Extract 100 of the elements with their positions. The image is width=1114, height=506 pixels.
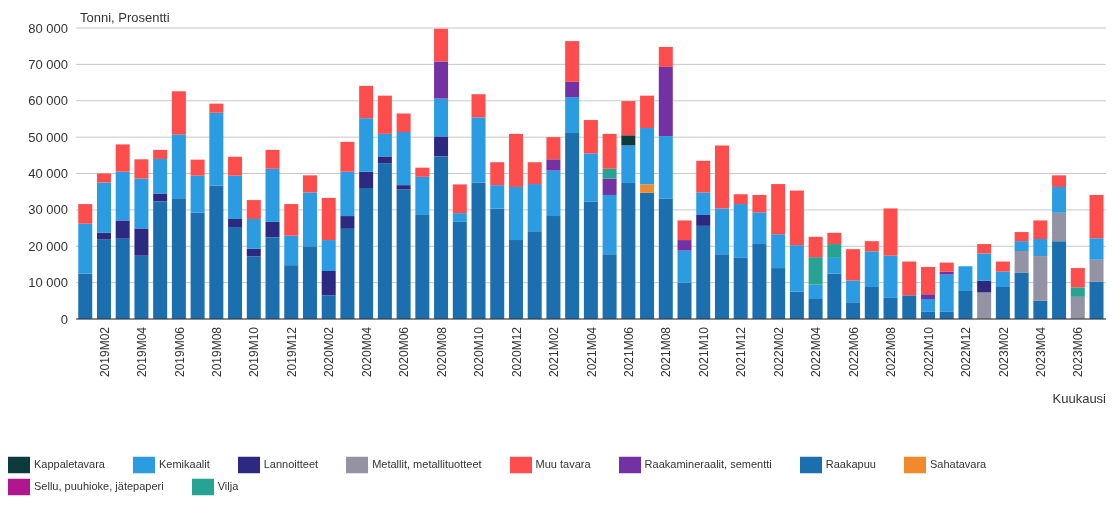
bar — [1033, 300, 1048, 319]
y-tick-label: 0 — [60, 311, 68, 327]
bar — [827, 244, 842, 258]
x-tick-label: 2019M08 — [209, 326, 224, 378]
bar — [1070, 268, 1085, 288]
bar — [340, 228, 355, 319]
bar — [396, 189, 411, 319]
bar — [527, 184, 542, 232]
bar — [396, 113, 411, 133]
x-tick-label: 2021M02 — [547, 326, 562, 378]
y-tick-label: 80 000 — [28, 20, 68, 36]
bar — [565, 81, 580, 98]
bar — [1089, 281, 1104, 319]
bar — [434, 156, 449, 319]
bar — [1070, 287, 1085, 297]
bar — [434, 61, 449, 99]
x-tick-label: 2021M08 — [659, 326, 674, 378]
x-tick-label: 2022M04 — [809, 326, 824, 378]
bar — [171, 198, 186, 319]
bar — [677, 220, 692, 241]
x-tick-label: 2021M06 — [621, 326, 636, 378]
bar — [134, 178, 149, 229]
bar — [78, 273, 93, 319]
bar — [508, 133, 523, 187]
bar — [171, 91, 186, 135]
bar — [228, 156, 243, 176]
bar — [1052, 186, 1067, 213]
bar — [190, 212, 205, 319]
bar — [1089, 194, 1104, 239]
bar — [434, 28, 449, 62]
bar — [1014, 232, 1029, 242]
bar — [490, 208, 505, 319]
bar — [1033, 238, 1048, 257]
bar — [396, 185, 411, 190]
bar — [771, 184, 786, 235]
bar — [228, 175, 243, 219]
bar — [995, 286, 1010, 319]
x-tick-label: 2020M04 — [359, 326, 374, 378]
bar — [846, 280, 861, 303]
bar — [640, 184, 655, 193]
bar — [602, 133, 617, 169]
bar — [209, 185, 224, 319]
bar — [190, 175, 205, 213]
bar — [246, 218, 261, 249]
bar — [602, 194, 617, 255]
x-tick-label: 2019M06 — [172, 326, 187, 378]
bar — [321, 295, 336, 319]
bar — [228, 226, 243, 319]
bar — [1014, 272, 1029, 319]
bar — [621, 101, 636, 136]
bar — [284, 204, 299, 236]
bar — [134, 255, 149, 319]
bar — [340, 141, 355, 172]
y-tick-label: 60 000 — [28, 93, 68, 109]
bar — [340, 171, 355, 217]
bar — [1014, 241, 1029, 251]
bar — [359, 85, 374, 119]
x-axis-title: Kuukausi — [1052, 391, 1106, 406]
bar — [340, 216, 355, 229]
bar — [696, 225, 711, 319]
bar — [827, 257, 842, 274]
bar — [546, 216, 561, 319]
bar — [658, 46, 673, 67]
x-tick-label: 2020M10 — [472, 326, 487, 378]
y-tick-label: 40 000 — [28, 166, 68, 182]
bar — [977, 292, 992, 319]
bar — [1089, 238, 1104, 260]
x-tick-label: 2019M10 — [247, 326, 262, 378]
bar — [621, 135, 636, 146]
bar — [359, 171, 374, 189]
bar — [527, 231, 542, 319]
bar — [771, 234, 786, 269]
bar — [808, 284, 823, 299]
bar — [677, 250, 692, 283]
bar — [846, 302, 861, 319]
bar — [640, 192, 655, 319]
bar — [377, 95, 392, 134]
bar — [452, 184, 467, 214]
bar — [565, 97, 580, 134]
legend-label: Raakamineraalit, sementti — [644, 457, 772, 470]
bar — [1033, 220, 1048, 239]
bar — [246, 200, 261, 219]
bar — [1052, 212, 1067, 242]
bar — [115, 171, 130, 221]
bar — [714, 254, 729, 319]
bar — [153, 149, 168, 159]
bar — [602, 178, 617, 195]
bar — [658, 136, 673, 199]
bar — [977, 280, 992, 293]
x-tick-label: 2021M12 — [734, 326, 749, 378]
bar — [1052, 175, 1067, 187]
bar — [265, 237, 280, 319]
bar — [415, 167, 430, 177]
bar — [883, 208, 898, 256]
bar — [864, 286, 879, 319]
bar — [228, 218, 243, 227]
bar — [864, 241, 879, 252]
legend-label: Kemikaalit — [158, 457, 210, 470]
legend-label: Vilja — [217, 479, 239, 492]
bar — [284, 235, 299, 266]
